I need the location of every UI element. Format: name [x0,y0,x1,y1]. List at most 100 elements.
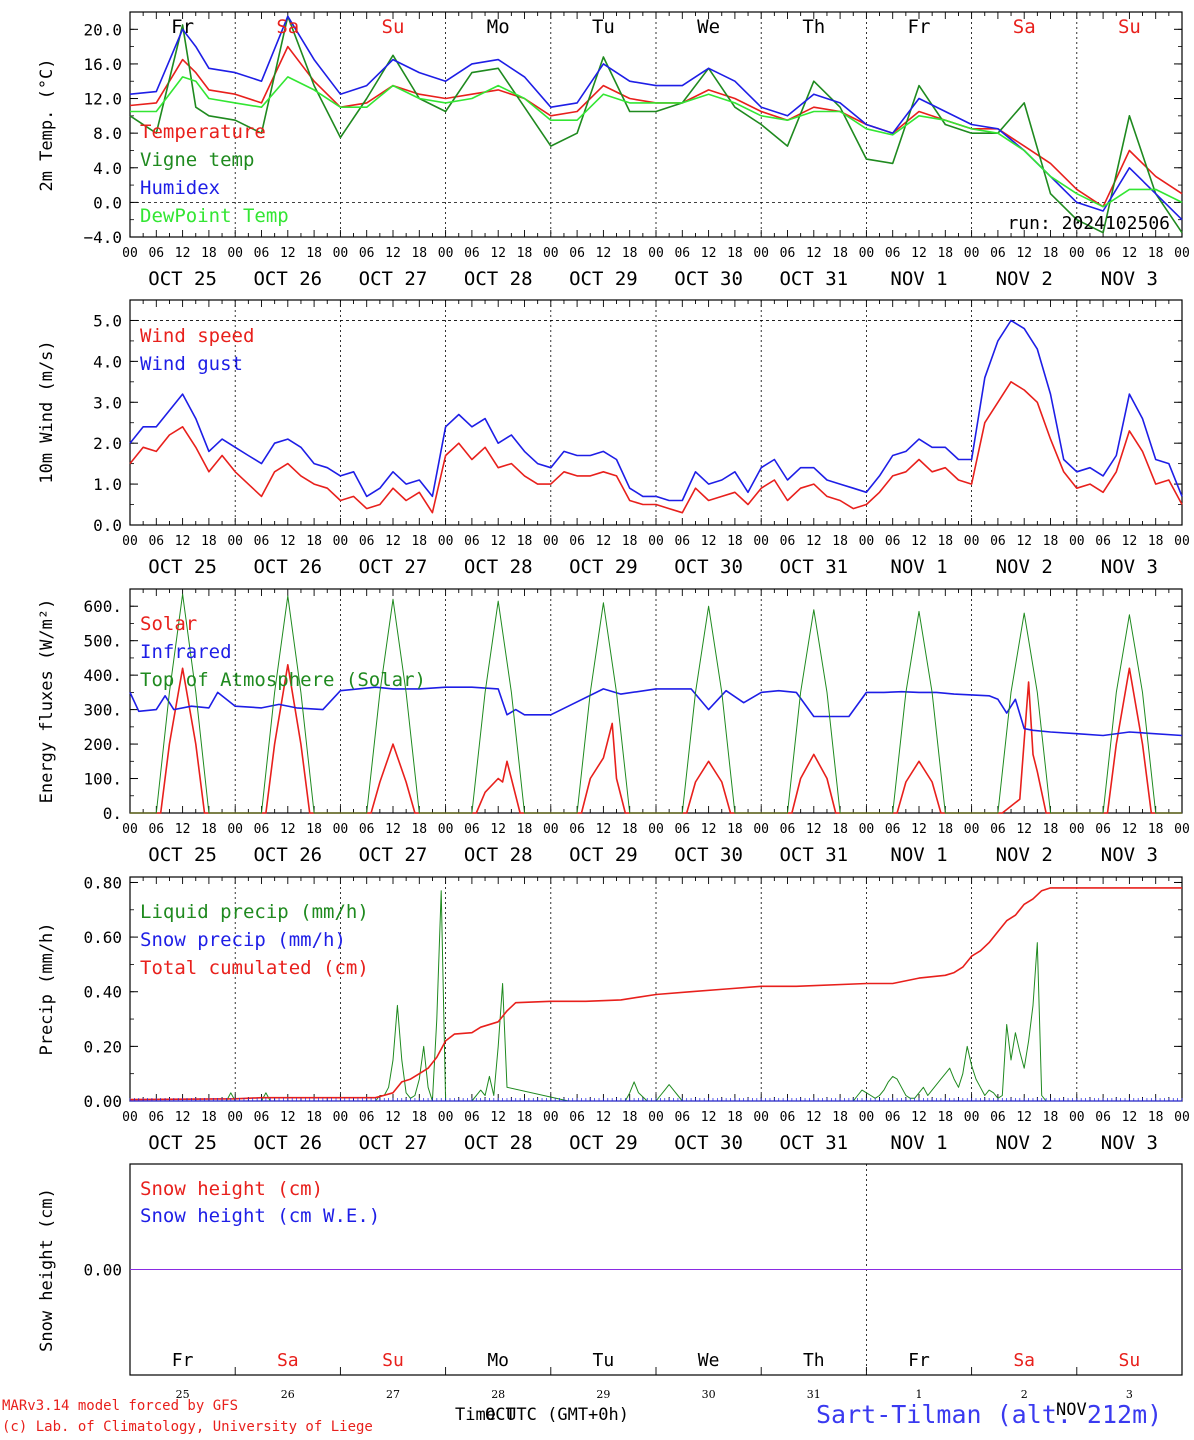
panel1-date-label: OCT 31 [779,268,848,290]
panel4-hour-tick-label: 00 [438,1110,454,1125]
panel1-hour-tick-label: 18 [306,246,322,261]
panel2-hour-tick-label: 06 [359,534,375,549]
panel1-date-label: OCT 29 [569,268,638,290]
panel3-hour-tick-label: 00 [543,822,559,837]
panel3-hour-tick-label: 12 [596,822,612,837]
panel4-legend-total-cumulated-cm: Total cumulated (cm) [140,957,369,979]
panel3-legend-solar: Solar [140,613,197,635]
panel3-hour-tick-label: 18 [832,822,848,837]
panel1-date-label: NOV 3 [1101,268,1158,290]
panel3-date-label: NOV 2 [996,844,1053,866]
panel3-hour-tick-label: 12 [701,822,717,837]
panel3-y-axis-title: Energy fluxes (W/m²) [37,599,57,804]
panel3-series-top-of-atmosphere-solar [130,593,1182,814]
panel1-legend-humidex: Humidex [140,177,220,199]
panel1-series-dewpoint-temp [130,76,1183,208]
panel1-series-vigne-temp [129,15,1183,234]
panel3-y-tick-label: 500. [83,632,122,651]
panel2-hour-tick-label: 06 [885,534,901,549]
weekday-label: Mo [487,16,510,38]
panel2-hour-tick-label: 06 [464,534,480,549]
panel2-hour-tick-label: 06 [990,534,1006,549]
panel1-date-label: NOV 1 [890,268,947,290]
panel4-hour-tick-label: 06 [464,1110,480,1125]
panel5-legend-snow-height-cm: Snow height (cm) [140,1178,323,1200]
panel3-y-tick-label: 200. [83,735,122,754]
panel3-hour-tick-label: 06 [464,822,480,837]
panel3-hour-tick-label: 06 [254,822,270,837]
panel2-y-tick-label: 0.0 [93,516,122,535]
panel4-hour-tick-label: 06 [254,1110,270,1125]
bottom-day-number: 25 [176,1388,190,1401]
panel1-hour-tick-label: 12 [280,246,296,261]
panel3-hour-tick-label: 00 [859,822,875,837]
panel1-hour-tick-label: 12 [806,246,822,261]
panel1-hour-tick-label: 00 [964,246,980,261]
panel4-hour-tick-label: 12 [701,1110,717,1125]
panel1-hour-tick-label: 06 [885,246,901,261]
panel2-hour-tick-label: 00 [648,534,664,549]
panel4-hour-tick-label: 18 [1043,1110,1059,1125]
panel2-date-label: OCT 25 [148,556,217,578]
panel4-hour-tick-label: 18 [1148,1110,1164,1125]
panel4-hour-tick-label: 00 [964,1110,980,1125]
panel3-hour-tick-label: 18 [306,822,322,837]
panel2-hour-tick-label: 18 [727,534,743,549]
panel2-hour-tick-label: 00 [543,534,559,549]
panel4-hour-tick-label: 00 [122,1110,138,1125]
bottom-day-number: 30 [702,1388,716,1401]
panel1-hour-tick-label: 00 [333,246,349,261]
panel1-date-label: OCT 30 [674,268,743,290]
panel4-hour-tick-label: 06 [674,1110,690,1125]
panel3-hour-tick-label: 18 [1043,822,1059,837]
panel3-hour-tick-label: 00 [438,822,454,837]
panel2-hour-tick-label: 06 [1095,534,1111,549]
panel4-hour-tick-label: 18 [517,1110,533,1125]
panel4-series-total-cumulated-cm [129,887,1182,1101]
panel4-hour-tick-label: 00 [333,1110,349,1125]
panel4-legend-liquid-precip-mm-h: Liquid precip (mm/h) [140,901,369,923]
panel2-date-label: OCT 30 [674,556,743,578]
panel3-y-tick-label: 100. [83,770,122,789]
panel1-hour-tick-label: 06 [780,246,796,261]
panel3-hour-tick-label: 06 [674,822,690,837]
panel3-hour-tick-label: 18 [937,822,953,837]
weekday-label: We [697,16,720,38]
panel4-legend-snow-precip-mm-h: Snow precip (mm/h) [140,929,346,951]
panel3-hour-tick-label: 06 [359,822,375,837]
panel4-hour-tick-label: 00 [227,1110,243,1125]
panel3-date-label: OCT 25 [148,844,217,866]
panel3-hour-tick-label: 18 [517,822,533,837]
panel3-hour-tick-label: 12 [911,822,927,837]
panel1-hour-tick-label: 06 [148,246,164,261]
panel1-date-label: OCT 26 [253,268,322,290]
weekday-label: Th [802,16,825,38]
panel2-hour-tick-label: 00 [1069,534,1085,549]
panel1-hour-tick-label: 00 [1174,246,1190,261]
panel4-date-label: NOV 2 [996,1132,1053,1154]
panel4-hour-tick-label: 12 [911,1110,927,1125]
panel1-hour-tick-label: 06 [359,246,375,261]
panel1-hour-tick-label: 12 [596,246,612,261]
bottom-day-number: 1 [916,1388,923,1401]
panel1-hour-tick-label: 06 [464,246,480,261]
panel4-hour-tick-label: 18 [832,1110,848,1125]
panel4-hour-tick-label: 00 [648,1110,664,1125]
panel3-hour-tick-label: 06 [780,822,796,837]
panel2-hour-tick-label: 00 [438,534,454,549]
panel3-series-infrared [129,686,1183,737]
panel1-hour-tick-label: 00 [122,246,138,261]
panel3-y-tick-label: 0. [103,804,122,823]
panel1-hour-tick-label: 06 [990,246,1006,261]
panel3-y-tick-label: 600. [83,597,122,616]
bottom-weekday-label: Th [803,1350,825,1371]
panel3-hour-tick-label: 12 [280,822,296,837]
bottom-weekday-label: Fr [172,1350,194,1371]
panel1-hour-tick-label: 00 [648,246,664,261]
panel1-hour-tick-label: 12 [490,246,506,261]
panel1-hour-tick-label: 18 [411,246,427,261]
time-axis-overlap: OCT [485,1405,516,1425]
panel4-y-tick-label: 0.60 [83,928,122,947]
panel4-hour-tick-label: 12 [280,1110,296,1125]
panel2-hour-tick-label: 18 [1148,534,1164,549]
